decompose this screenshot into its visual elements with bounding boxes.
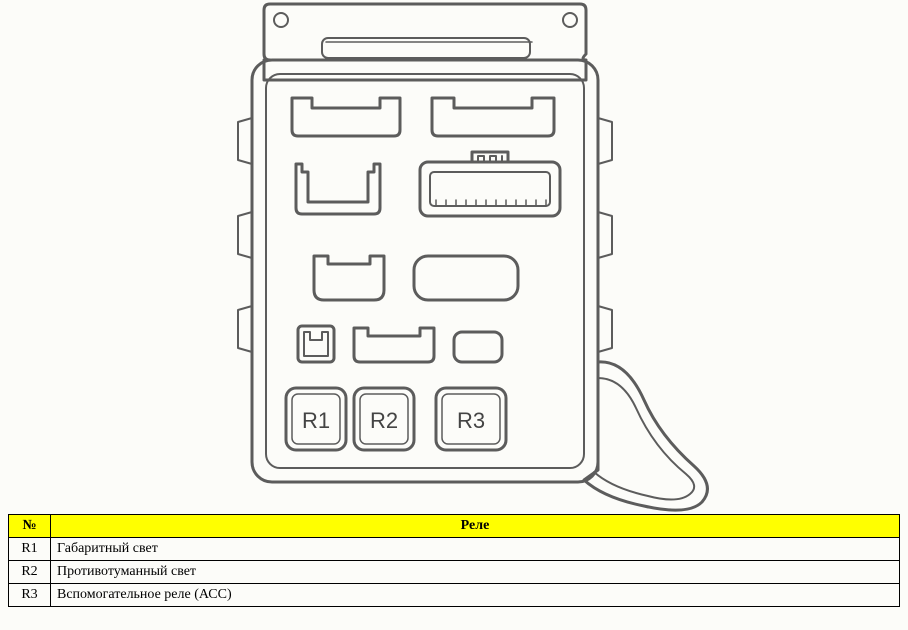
relay-box-diagram: R1 R2 R3 (0, 0, 908, 520)
relay-label-r1: R1 (302, 408, 330, 433)
col-header-id: № (9, 515, 51, 538)
cell-desc: Противотуманный свет (51, 561, 900, 584)
cell-id: R1 (9, 538, 51, 561)
relay-legend-table: № Реле R1 Габаритный свет R2 Противотума… (8, 514, 900, 607)
col-header-desc: Реле (51, 515, 900, 538)
cell-desc: Габаритный свет (51, 538, 900, 561)
cell-desc: Вспомогательное реле (АСС) (51, 584, 900, 607)
table-row: R1 Габаритный свет (9, 538, 900, 561)
table-row: R2 Противотуманный свет (9, 561, 900, 584)
cell-id: R2 (9, 561, 51, 584)
relay-label-r2: R2 (370, 408, 398, 433)
table-header-row: № Реле (9, 515, 900, 538)
table-row: R3 Вспомогательное реле (АСС) (9, 584, 900, 607)
cell-id: R3 (9, 584, 51, 607)
relay-box-svg: R1 R2 R3 (174, 0, 734, 520)
relay-label-r3: R3 (457, 408, 485, 433)
